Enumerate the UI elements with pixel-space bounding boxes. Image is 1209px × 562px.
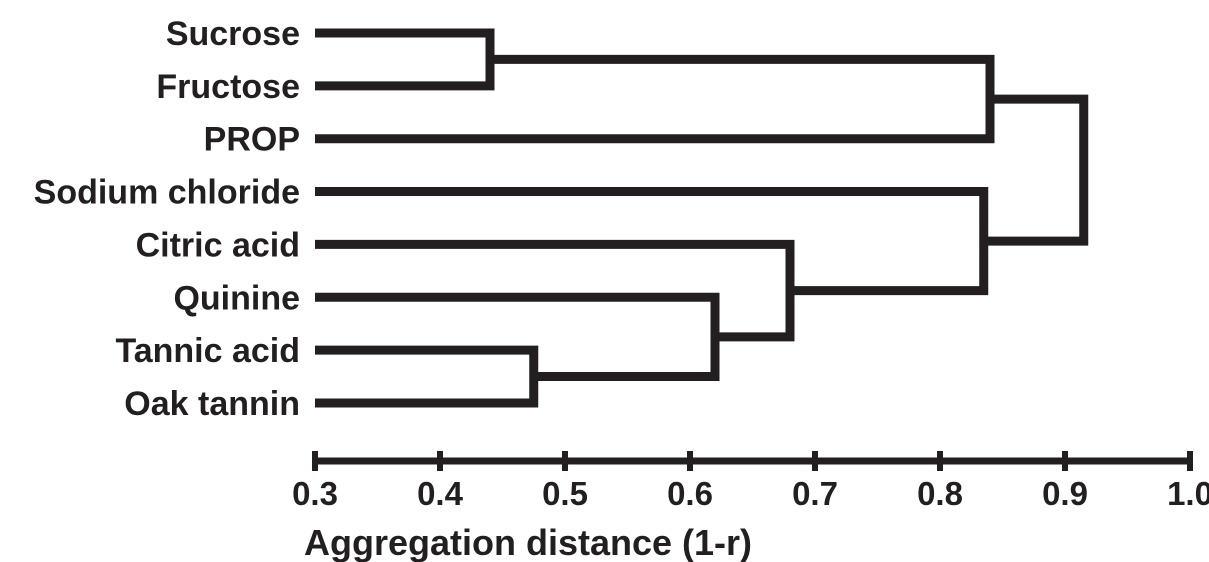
dendrogram-link-7 xyxy=(983,94,1089,246)
leaf-label-fructose: Fructose xyxy=(156,68,300,106)
x-tick-label-0.9: 0.9 xyxy=(1042,475,1088,512)
leaf-labels: Sucrose Fructose PROP Sodium chloride Citric… xyxy=(34,15,300,423)
dendrogram-branches xyxy=(315,28,1089,408)
x-axis-title: Aggregation distance (1-r) xyxy=(304,522,752,562)
x-tick-label-0.3: 0.3 xyxy=(292,475,338,512)
x-tick-label-0.8: 0.8 xyxy=(917,475,963,512)
dendrogram-link-1 xyxy=(315,28,495,91)
leaf-label-sodium-chloride: Sodium chloride xyxy=(34,174,300,212)
x-tick-label-1.0: 1.0 xyxy=(1167,475,1209,512)
dendrogram-link-6 xyxy=(315,54,995,144)
leaf-label-sucrose: Sucrose xyxy=(166,15,300,53)
x-tick-label-0.4: 0.4 xyxy=(417,475,464,512)
leaf-label-quinine: Quinine xyxy=(173,279,300,317)
leaf-label-prop: PROP xyxy=(204,121,300,159)
dendrogram-link-3 xyxy=(315,292,720,382)
leaf-label-oak-tannin: Oak tannin xyxy=(124,385,300,423)
x-tick-label-0.6: 0.6 xyxy=(667,475,713,512)
x-tick-label-0.7: 0.7 xyxy=(792,475,838,512)
leaf-label-tannic-acid: Tannic acid xyxy=(115,332,300,370)
x-axis: 0.3 0.4 0.5 0.6 0.7 0.8 0.9 1.0 xyxy=(292,451,1209,512)
leaf-label-citric-acid: Citric acid xyxy=(136,226,300,264)
dendrogram-link-2 xyxy=(315,345,539,408)
x-tick-label-0.5: 0.5 xyxy=(542,475,588,512)
